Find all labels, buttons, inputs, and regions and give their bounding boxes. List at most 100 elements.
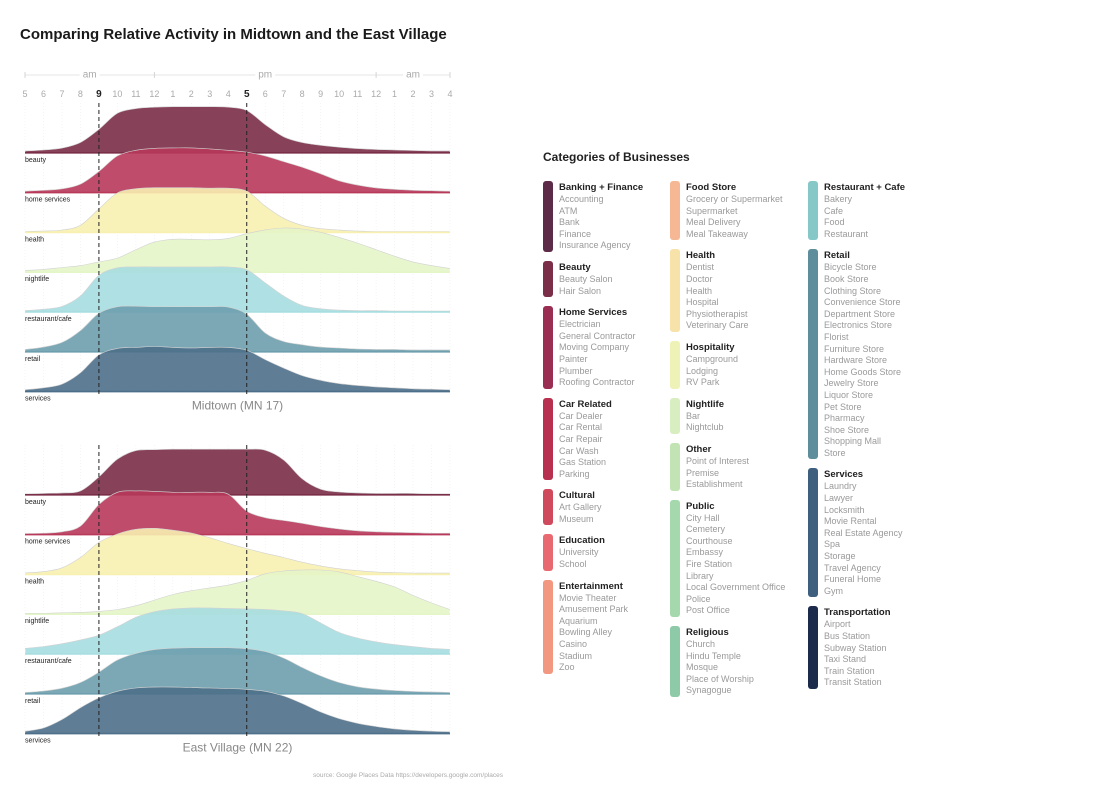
legend-subcategory: Place of Worship <box>686 673 754 684</box>
legend-column: Food Store Grocery or Supermarket Supermar… <box>670 181 805 706</box>
legend-subcategory: Department Store <box>824 308 896 319</box>
legend-subcategory: Electronics Store <box>824 320 893 331</box>
legend-subcategory: Bank <box>559 217 580 228</box>
legend-subcategory: RV Park <box>686 377 720 388</box>
legend-group: Banking + Finance Accounting ATM Bank Financ… <box>543 181 678 252</box>
legend-subcategory: Movie Rental <box>824 516 877 527</box>
legend-subcategory: Library <box>686 570 714 581</box>
legend-color-swatch <box>808 249 818 460</box>
legend-subcategory: ATM <box>559 205 578 216</box>
period-label-bg <box>255 69 276 81</box>
legend-subcategory: Train Station <box>824 665 875 676</box>
legend-subcategory: Spa <box>824 539 841 550</box>
legend-color-swatch <box>808 468 818 598</box>
legend-color-swatch <box>670 340 680 389</box>
legend-category-name: Car Related <box>559 398 612 410</box>
legend-subcategory: Establishment <box>686 479 743 490</box>
legend-subcategory: Aquarium <box>559 615 598 626</box>
hour-tick-label: 5 <box>22 89 27 99</box>
hour-tick-label: 4 <box>226 89 231 99</box>
legend-subcategory: Health <box>686 285 713 296</box>
legend-category-name: Home Services <box>559 307 628 319</box>
legend-color-swatch <box>543 534 553 571</box>
legend-group: Home Services Electrician General Contract… <box>543 306 678 389</box>
row-label: services <box>25 738 51 745</box>
legend-color-swatch <box>670 181 680 241</box>
legend-subcategory: Furniture Store <box>824 343 885 354</box>
ridge-outline <box>24 106 451 152</box>
ridge-area-health <box>24 187 451 233</box>
legend-subcategory: Church <box>686 639 716 650</box>
legend-subcategory: Clothing Store <box>824 285 882 296</box>
ridge-area-home-services <box>24 490 451 535</box>
legend-subcategory: Meal Delivery <box>686 217 741 228</box>
legend-subcategory: Car Repair <box>559 433 603 444</box>
legend-subcategory: School <box>559 559 587 570</box>
ridge-outline <box>24 686 451 732</box>
legend-subcategory: Physiotherapist <box>686 308 748 319</box>
legend-group: Cultural Art Gallery Museum <box>543 489 678 526</box>
panel-label: East Village (MN 22) <box>183 741 293 755</box>
legend-subcategory: Finance <box>559 228 592 239</box>
ridge-outline <box>24 305 450 351</box>
legend-group: Transportation Airport Bus Station Subway S… <box>808 606 943 689</box>
hour-tick-label: 12 <box>371 89 381 99</box>
category-legend: Categories of Businesses Banking + Finan… <box>543 150 943 710</box>
hour-tick-label: 1 <box>392 89 397 99</box>
legend-subcategory: Liquor Store <box>824 389 874 400</box>
row-label: nightlife <box>25 618 49 625</box>
row-label: beauty <box>25 157 47 164</box>
ridge-outline <box>24 346 451 390</box>
legend-group: Restaurant + Cafe Bakery Cafe Food Restauran… <box>808 181 943 241</box>
hour-tick-label: 12 <box>149 89 159 99</box>
legend-color-swatch <box>808 606 818 689</box>
legend-subcategory: Mosque <box>686 662 719 673</box>
period-label: am <box>83 70 97 81</box>
legend-category-name: Nightlife <box>686 398 724 410</box>
legend-color-swatch <box>670 442 680 491</box>
hour-tick-label: 10 <box>334 89 344 99</box>
legend-subcategory: Airport <box>824 619 851 630</box>
legend-category-name: Public <box>686 500 715 512</box>
legend-subcategory: Cemetery <box>686 524 726 535</box>
legend-title: Categories of Businesses <box>543 150 690 164</box>
ridge-outline <box>24 187 450 232</box>
legend-subcategory: Movie Theater <box>559 592 617 603</box>
panel-label: Midtown (MN 17) <box>192 399 283 413</box>
legend-subcategory: Embassy <box>686 547 724 558</box>
legend-category-name: Food Store <box>686 182 737 193</box>
legend-subcategory: Local Government Office <box>686 582 786 593</box>
legend-category-name: Services <box>824 469 864 481</box>
ridge-area-health <box>24 527 451 575</box>
legend-subcategory: Home Goods Store <box>824 366 902 377</box>
legend-subcategory: Electrician <box>559 319 601 330</box>
chart-title: Comparing Relative Activity in Midtown a… <box>20 26 447 43</box>
legend-column: Banking + Finance Accounting ATM Bank Financ… <box>543 181 678 683</box>
legend-subcategory: Book Store <box>824 273 869 284</box>
legend-group: Education University School <box>543 534 678 571</box>
ridge-area-services <box>24 346 451 392</box>
legend-group: Hospitality Campground Lodging RV Park <box>670 340 805 389</box>
row-label: services <box>25 396 51 403</box>
hour-tick-label: 8 <box>78 89 83 99</box>
legend-subcategory: Bus Station <box>824 631 871 641</box>
legend-subcategory: Storage <box>824 551 856 562</box>
legend-subcategory: Pet Store <box>824 401 862 412</box>
legend-subcategory: Beauty Salon <box>559 273 613 284</box>
legend-subcategory: Plumber <box>559 365 593 376</box>
row-label: home services <box>25 539 71 546</box>
legend-subcategory: Hair Salon <box>559 285 602 296</box>
legend-subcategory: Lawyer <box>824 493 854 504</box>
legend-group: Health Dentist Doctor Health Hospital Physiot… <box>670 249 805 332</box>
legend-subcategory: City Hall <box>686 512 720 523</box>
legend-subcategory: Florist <box>824 331 849 342</box>
legend-subcategory: Point of Interest <box>686 455 750 466</box>
period-label-bg <box>403 69 424 81</box>
ridge-area-restaurant-cafe <box>24 266 451 313</box>
legend-subcategory: Moving Company <box>559 342 630 353</box>
legend-subcategory: Convenience Store <box>824 297 901 308</box>
hour-tick-label: 1 <box>170 89 175 99</box>
legend-group: Retail Bicycle Store Book Store Clothing St… <box>808 249 943 460</box>
legend-category-name: Other <box>686 443 712 455</box>
legend-category-name: Transportation <box>824 607 891 619</box>
